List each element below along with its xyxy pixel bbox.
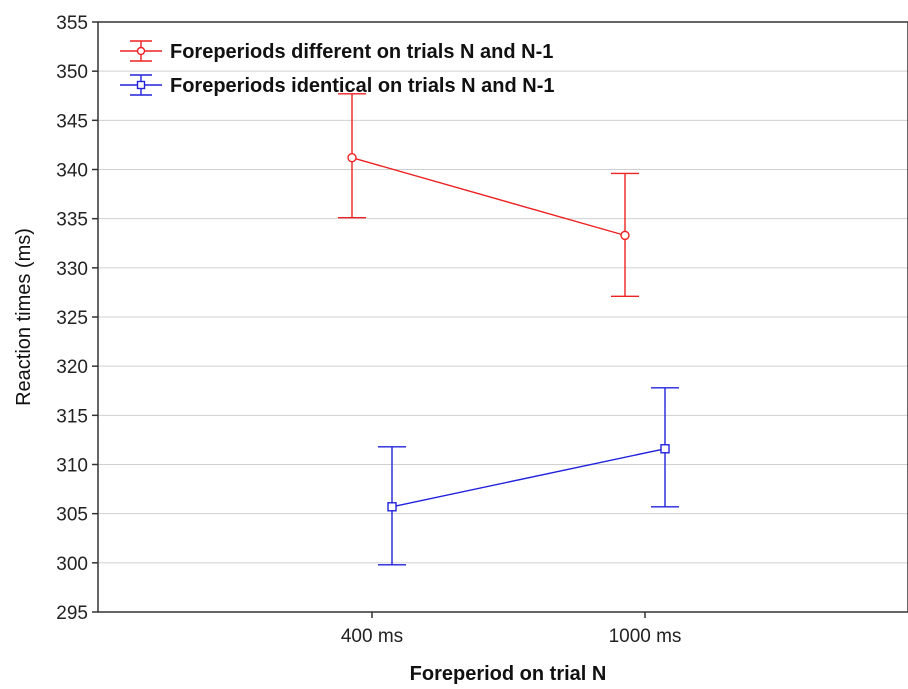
y-axis-ticks: 295 300 305 310 315 320 325 330 335 340 345 350 355 [56, 13, 98, 624]
y-tick-label: 350 [56, 62, 88, 83]
legend-label: Foreperiods different on trials N and N-… [170, 41, 553, 63]
y-tick-label: 310 [56, 456, 88, 477]
y-tick-label: 345 [56, 111, 88, 132]
series-layer [338, 93, 679, 566]
data-point-circle [620, 230, 630, 241]
legend-item-1: Foreperiods different on trials N and N-… [120, 40, 553, 63]
x-tick-label: 400 ms [341, 626, 403, 647]
x-axis-title: Foreperiod on trial N [410, 663, 607, 685]
series-2 [378, 387, 679, 566]
x-axis-ticks: 400 ms 1000 ms [341, 612, 682, 647]
data-point-square [660, 444, 670, 454]
x-tick-label: 1000 ms [609, 626, 682, 647]
y-axis-title: Reaction times (ms) [13, 228, 35, 406]
legend-label: Foreperiods identical on trials N and N-… [170, 75, 555, 97]
y-tick-label: 340 [56, 161, 88, 182]
data-point-circle [347, 152, 357, 163]
plot-frame [97, 21, 908, 613]
y-tick-label: 330 [56, 259, 88, 280]
legend-item-2: Foreperiods identical on trials N and N-… [120, 74, 555, 97]
data-point-square [387, 502, 397, 512]
legend: Foreperiods different on trials N and N-… [120, 40, 555, 97]
grid-lines [98, 70, 908, 564]
series-line [351, 157, 626, 237]
y-tick-label: 300 [56, 554, 88, 575]
series-1 [338, 93, 639, 298]
legend-marker-circle [136, 46, 146, 56]
y-tick-label: 320 [56, 357, 88, 378]
legend-marker-square [136, 80, 146, 90]
y-tick-label: 335 [56, 210, 88, 231]
y-tick-label: 355 [56, 13, 88, 34]
series-line [391, 448, 666, 508]
y-tick-label: 315 [56, 406, 88, 427]
y-tick-label: 295 [56, 603, 88, 624]
y-tick-label: 305 [56, 505, 88, 526]
y-tick-label: 325 [56, 308, 88, 329]
